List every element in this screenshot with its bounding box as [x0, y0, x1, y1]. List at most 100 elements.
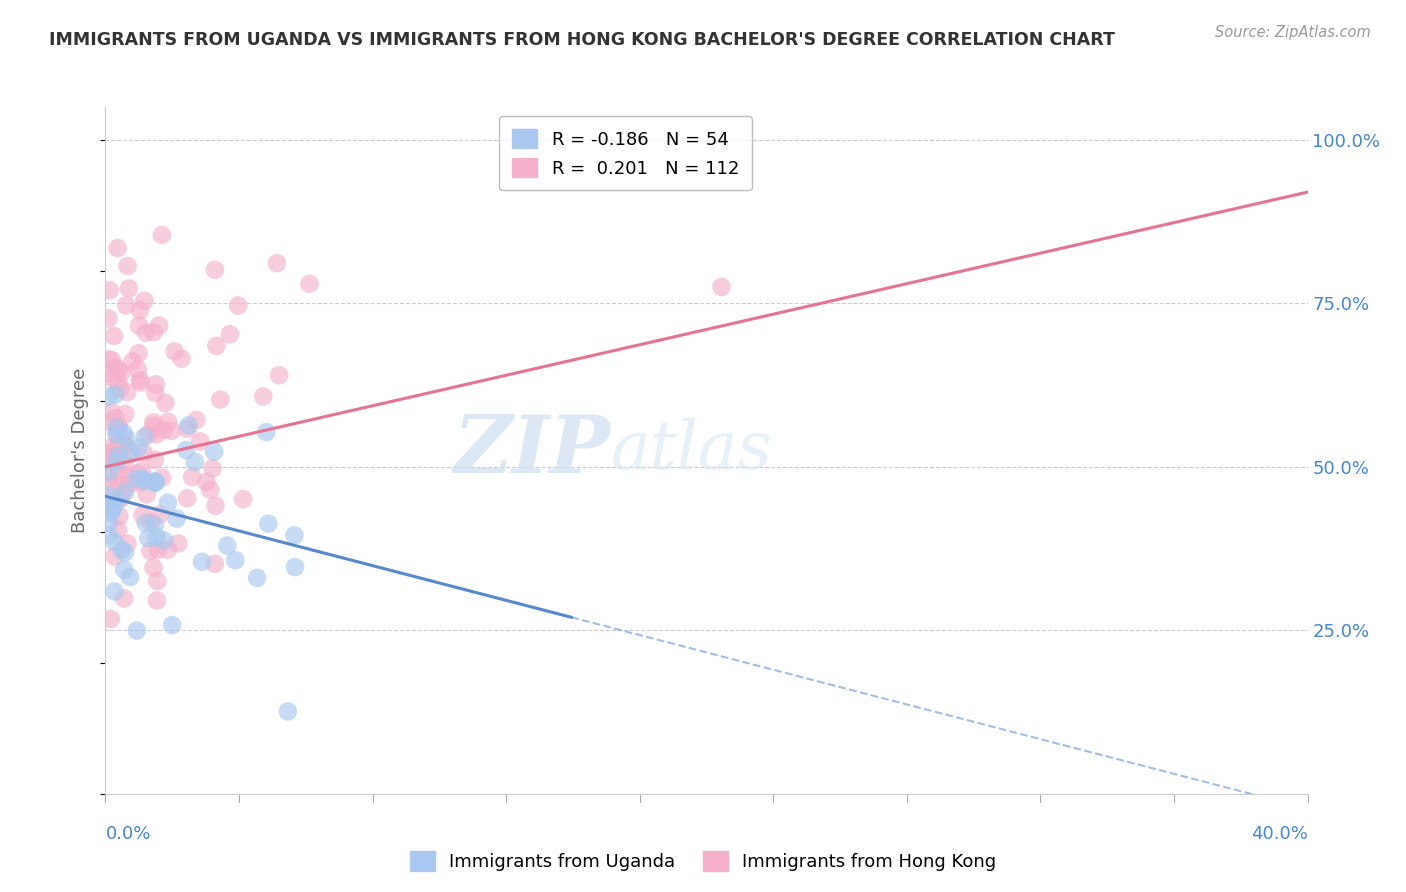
Point — [110, 366, 132, 380]
Point — [283, 528, 305, 542]
Point — [107, 449, 129, 463]
Point — [143, 385, 166, 400]
Point — [254, 425, 277, 439]
Point — [108, 509, 131, 524]
Point — [145, 475, 167, 489]
Point — [104, 360, 127, 375]
Point — [104, 387, 127, 401]
Point — [114, 438, 136, 452]
Point — [118, 281, 141, 295]
Text: IMMIGRANTS FROM UGANDA VS IMMIGRANTS FROM HONG KONG BACHELOR'S DEGREE CORRELATIO: IMMIGRANTS FROM UGANDA VS IMMIGRANTS FRO… — [49, 31, 1115, 49]
Point — [98, 489, 121, 503]
Point — [143, 453, 166, 467]
Point — [170, 351, 193, 366]
Point — [128, 346, 150, 360]
Point — [191, 555, 214, 569]
Point — [145, 530, 167, 544]
Point — [143, 475, 166, 490]
Point — [104, 534, 127, 549]
Point — [284, 560, 307, 574]
Point — [112, 563, 135, 577]
Point — [98, 446, 121, 460]
Point — [105, 421, 128, 435]
Point — [298, 277, 321, 291]
Point — [117, 536, 139, 550]
Point — [100, 507, 122, 521]
Point — [98, 416, 121, 430]
Point — [142, 415, 165, 429]
Point — [177, 418, 200, 433]
Point — [97, 516, 120, 531]
Point — [118, 447, 141, 461]
Point — [115, 298, 138, 312]
Point — [97, 478, 120, 492]
Point — [107, 241, 129, 255]
Point — [218, 327, 240, 342]
Point — [107, 493, 129, 508]
Point — [115, 385, 138, 400]
Point — [125, 624, 148, 638]
Point — [107, 430, 129, 444]
Point — [142, 325, 165, 339]
Point — [105, 455, 128, 469]
Point — [217, 539, 239, 553]
Point — [146, 574, 169, 588]
Point — [710, 280, 733, 294]
Point — [252, 389, 274, 403]
Text: Source: ZipAtlas.com: Source: ZipAtlas.com — [1215, 25, 1371, 40]
Point — [112, 483, 135, 497]
Point — [114, 407, 136, 421]
Point — [107, 375, 129, 389]
Point — [108, 434, 131, 449]
Point — [226, 299, 249, 313]
Point — [146, 593, 169, 607]
Point — [205, 339, 228, 353]
Point — [146, 542, 169, 557]
Point — [195, 475, 218, 489]
Point — [202, 444, 225, 458]
Point — [246, 571, 269, 585]
Point — [201, 461, 224, 475]
Point — [125, 472, 148, 486]
Point — [150, 471, 173, 485]
Legend: Immigrants from Uganda, Immigrants from Hong Kong: Immigrants from Uganda, Immigrants from … — [402, 844, 1004, 879]
Point — [184, 455, 207, 469]
Point — [232, 492, 254, 507]
Point — [134, 474, 156, 488]
Point — [107, 523, 129, 537]
Point — [128, 318, 150, 333]
Point — [131, 508, 153, 523]
Legend: R = -0.186   N = 54, R =  0.201   N = 112: R = -0.186 N = 54, R = 0.201 N = 112 — [499, 116, 752, 190]
Point — [112, 591, 135, 606]
Point — [101, 501, 124, 516]
Point — [117, 259, 139, 273]
Point — [143, 518, 166, 533]
Point — [142, 418, 165, 433]
Point — [108, 478, 131, 492]
Point — [131, 472, 153, 486]
Point — [150, 227, 173, 242]
Point — [127, 362, 149, 376]
Point — [105, 427, 128, 442]
Point — [157, 415, 180, 429]
Point — [156, 542, 179, 557]
Point — [112, 457, 135, 471]
Point — [204, 499, 226, 513]
Point — [135, 516, 157, 530]
Point — [188, 434, 211, 449]
Point — [107, 363, 129, 377]
Point — [100, 612, 122, 626]
Point — [204, 262, 226, 277]
Point — [134, 293, 156, 308]
Point — [114, 468, 136, 483]
Point — [145, 377, 167, 392]
Point — [153, 533, 176, 548]
Point — [100, 404, 122, 418]
Point — [114, 545, 136, 559]
Point — [100, 353, 122, 368]
Point — [104, 549, 127, 564]
Point — [257, 516, 280, 531]
Point — [156, 495, 179, 509]
Point — [114, 484, 136, 499]
Point — [200, 483, 222, 497]
